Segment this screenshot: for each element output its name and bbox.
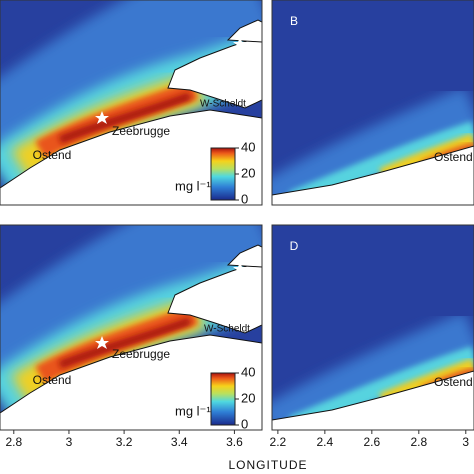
place-label: Ostend — [33, 373, 72, 387]
place-label: Ostend — [33, 148, 72, 162]
x-tick-label: 3 — [462, 435, 469, 449]
x-tick-label: 3.6 — [226, 435, 243, 449]
colorbar-tick-label: 40 — [241, 364, 255, 379]
map-panel: B Ostend — [272, 0, 474, 205]
colorbar-tick-label: 40 — [241, 139, 255, 154]
x-axis-label: LONGITUDE — [228, 458, 307, 472]
x-tick-label: 3.4 — [171, 435, 188, 449]
place-label: W-Scheldt — [204, 324, 250, 335]
place-label: W-Scheldt — [200, 99, 246, 110]
x-tick-label: 3 — [66, 435, 73, 449]
map-image — [272, 225, 474, 430]
panel-label: B — [290, 14, 298, 28]
colorbar-unit: mg l⁻¹ — [175, 178, 211, 193]
map-panel: W-Scheldt Zeebrugge Ostend 0 20 40 mg l⁻¹ — [0, 0, 262, 206]
x-tick-label: 2.8 — [5, 435, 22, 449]
colorbar — [210, 147, 236, 201]
x-tick-label: 2.6 — [363, 435, 380, 449]
map-panel: D Ostend — [272, 225, 474, 430]
colorbar-tick-label: 0 — [241, 191, 248, 206]
x-tick-label: 2.2 — [270, 435, 287, 449]
colorbar-tick-label: 0 — [241, 416, 248, 431]
place-label: Zeebrugge — [112, 124, 170, 138]
place-label: Ostend — [434, 375, 473, 389]
colorbar — [210, 372, 236, 426]
map-image — [272, 0, 474, 205]
place-label: Zeebrugge — [112, 347, 170, 361]
colorbar-tick-label: 20 — [241, 390, 255, 405]
x-tick-label: 2.4 — [317, 435, 334, 449]
x-tick-label: 3.2 — [116, 435, 133, 449]
place-label: Ostend — [434, 150, 473, 164]
x-tick-label: 2.8 — [410, 435, 427, 449]
panel-label: D — [290, 239, 299, 253]
map-panel: W-Scheldt Zeebrugge Ostend 0 20 40 mg l⁻¹ — [0, 225, 262, 431]
colorbar-tick-label: 20 — [241, 165, 255, 180]
colorbar-unit: mg l⁻¹ — [175, 403, 211, 418]
